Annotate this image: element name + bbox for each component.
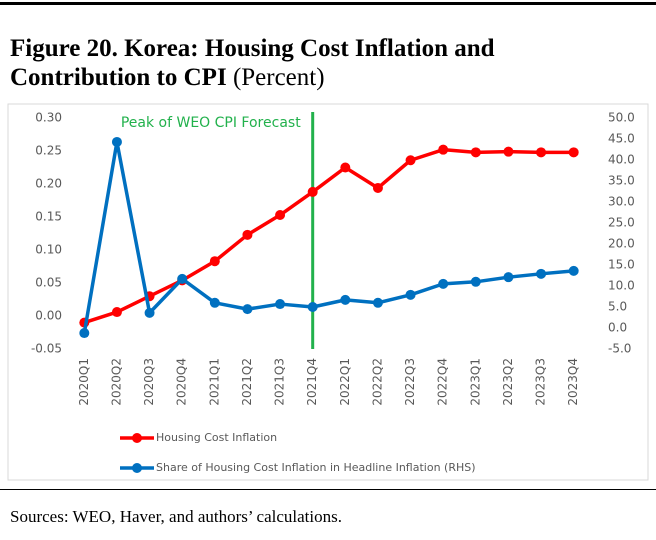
x-tick-label: 2020Q4 [175, 358, 189, 406]
data-point [503, 272, 514, 283]
y2-tick-label: 50.0 [608, 111, 635, 125]
title-block: Figure 20. Korea: Housing Cost Inflation… [10, 34, 640, 92]
data-point [275, 210, 286, 221]
y2-tick-label: 45.0 [608, 132, 635, 146]
x-tick-label: 2023Q4 [566, 358, 580, 406]
data-point [405, 155, 416, 166]
y-tick-label: 0.25 [35, 144, 62, 158]
series-line [83, 147, 574, 325]
data-point [438, 278, 449, 289]
x-tick-label: 2021Q2 [240, 358, 254, 406]
x-tick-label: 2023Q1 [468, 358, 482, 406]
chart-title: Figure 20. Korea: Housing Cost Inflation… [10, 35, 495, 91]
data-point [307, 302, 318, 312]
top-rule [0, 2, 656, 5]
data-point [111, 136, 122, 147]
x-tick-label: 2023Q2 [501, 358, 515, 406]
data-point [470, 147, 481, 158]
data-point [242, 304, 253, 315]
y-tick-label: -0.05 [31, 342, 62, 356]
y-tick-label: 0.10 [35, 243, 62, 257]
y2-tick-label: 5.0 [608, 300, 627, 314]
data-point [568, 147, 579, 158]
data-point [177, 273, 188, 284]
data-point [275, 299, 286, 310]
y2-tick-label: 0.0 [608, 321, 627, 335]
chart-subtitle: (Percent) [232, 64, 325, 91]
x-tick-label: 2021Q3 [273, 358, 287, 406]
y2-tick-label: 35.0 [608, 174, 635, 188]
y-tick-label: 0.20 [35, 177, 62, 191]
data-point [372, 182, 383, 193]
data-point [536, 147, 547, 158]
source-note: Sources: WEO, Haver, and authors’ calcul… [10, 507, 342, 526]
series-line [82, 140, 574, 334]
y2-tick-label: 15.0 [608, 258, 635, 272]
y2-tick-label: 20.0 [608, 237, 635, 251]
data-point [503, 146, 514, 157]
x-tick-label: 2020Q1 [77, 358, 91, 406]
data-point [111, 307, 122, 318]
data-point [340, 294, 351, 305]
x-tick-label: 2023Q3 [534, 358, 548, 406]
data-point [438, 144, 449, 155]
x-tick-label: 2022Q2 [370, 358, 384, 406]
data-point [209, 297, 220, 308]
data-point [340, 162, 351, 173]
y2-tick-label: 25.0 [608, 216, 635, 230]
data-point [307, 186, 318, 197]
legend-marker [132, 463, 142, 473]
x-tick-label: 2022Q1 [338, 358, 352, 406]
y-tick-label: 0.30 [35, 111, 62, 125]
data-point [536, 268, 547, 279]
data-point [372, 297, 383, 308]
y-tick-label: 0.15 [35, 210, 62, 224]
legend-label: Share of Housing Cost Inflation in Headl… [156, 461, 476, 474]
x-tick-label: 2021Q4 [305, 358, 319, 406]
x-tick-label: 2022Q4 [436, 358, 450, 406]
data-point [568, 265, 579, 276]
data-point [209, 256, 220, 267]
data-point [470, 276, 481, 287]
y2-tick-label: 40.0 [608, 153, 635, 167]
data-point [405, 289, 416, 300]
data-point [79, 328, 90, 339]
data-point [144, 307, 155, 318]
y-tick-label: 0.00 [35, 309, 62, 323]
x-tick-label: 2022Q3 [403, 358, 417, 406]
y2-tick-label: -5.0 [608, 342, 631, 356]
x-tick-label: 2020Q3 [142, 358, 156, 406]
x-tick-label: 2020Q2 [109, 358, 123, 406]
y2-tick-label: 30.0 [608, 195, 635, 209]
legend-marker [132, 433, 142, 443]
bottom-rule [0, 489, 656, 490]
chart-frame [7, 103, 649, 481]
legend-label: Housing Cost Inflation [156, 431, 277, 444]
data-point [242, 229, 253, 240]
y2-tick-label: 10.0 [608, 279, 635, 293]
annotation-text: Peak of WEO CPI Forecast [121, 115, 301, 131]
x-tick-label: 2021Q1 [207, 358, 221, 406]
y-tick-label: 0.05 [35, 276, 62, 290]
